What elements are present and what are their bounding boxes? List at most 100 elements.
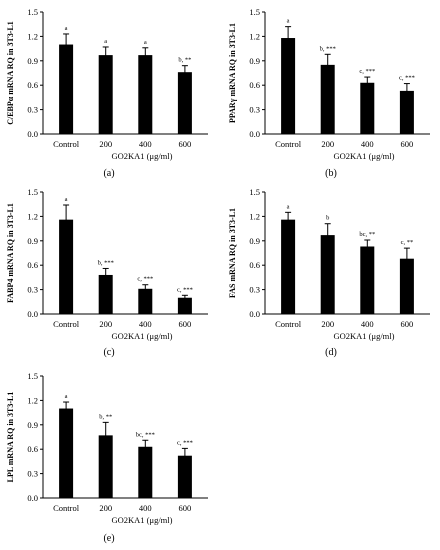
y-tick-label: 1.2	[27, 395, 38, 405]
y-axis-label: C/EBPα mRNA RQ in 3T3-L1	[6, 21, 15, 125]
x-axis-label: GO2KA1 (μg/ml)	[334, 151, 395, 161]
y-axis-label: FABP4 mRNA RQ in 3T3-L1	[6, 203, 15, 303]
bar	[138, 446, 153, 498]
x-axis-label: GO2KA1 (μg/ml)	[334, 331, 395, 341]
panel-letter: (b)	[325, 168, 337, 179]
x-tick-label: 200	[99, 503, 112, 513]
bar	[399, 90, 414, 134]
y-axis-label: LPL mRNA RQ in 3T3-L1	[6, 392, 15, 483]
x-tick-label: 600	[179, 503, 192, 513]
y-tick-label: 0.6	[27, 80, 38, 90]
x-tick-label: Control	[53, 319, 80, 329]
bar	[399, 258, 414, 314]
y-tick-label: 0.6	[27, 444, 38, 454]
y-tick-label: 1.5	[249, 7, 260, 17]
x-tick-label: 400	[361, 139, 374, 149]
y-tick-label: 0.3	[27, 469, 38, 479]
significance-label: b, ***	[98, 259, 114, 266]
y-tick-label: 1.2	[27, 31, 38, 41]
significance-label: b	[326, 215, 329, 222]
significance-label: b, **	[178, 57, 191, 64]
y-tick-label: 0.6	[249, 260, 260, 270]
significance-label: bc, **	[359, 231, 375, 238]
significance-label: a	[287, 203, 290, 210]
x-tick-label: 400	[361, 319, 374, 329]
significance-label: a	[287, 18, 290, 25]
significance-label: a	[65, 25, 68, 32]
y-tick-label: 1.2	[249, 31, 260, 41]
significance-label: a	[104, 38, 107, 45]
x-tick-label: 200	[321, 319, 334, 329]
bar	[360, 246, 375, 314]
y-tick-label: 0.9	[27, 56, 38, 66]
significance-label: b, **	[99, 413, 112, 420]
y-axis-label: PPARγ mRNA RQ in 3T3-L1	[228, 23, 237, 123]
chart-panel-1: 0.0 0.3 0.6 0.9 1.2 1.5 C/EBPα mRNA RQ in 3T3-…	[6, 7, 208, 179]
bar	[281, 38, 296, 134]
x-axis-label: GO2KA1 (μg/ml)	[112, 515, 173, 525]
significance-label: c, ***	[177, 286, 193, 293]
y-tick-label: 1.5	[27, 7, 38, 17]
chart-panel-5: 0.0 0.3 0.6 0.9 1.2 1.5 LPL mRNA RQ in 3T3-L1 a…	[6, 371, 208, 544]
x-axis-label: GO2KA1 (μg/ml)	[112, 151, 173, 161]
bar	[59, 44, 74, 134]
x-tick-label: 600	[401, 319, 414, 329]
y-tick-label: 0.9	[27, 420, 38, 430]
x-tick-label: 200	[99, 139, 112, 149]
y-tick-label: 1.2	[249, 211, 260, 221]
x-tick-label: 200	[99, 319, 112, 329]
y-axis-label: FAS mRNA RQ in 3T3-L1	[228, 208, 237, 298]
panel-letter: (c)	[103, 347, 114, 358]
significance-label: c, **	[401, 239, 414, 246]
y-tick-label: 0.0	[27, 129, 38, 139]
y-tick-label: 0.3	[27, 105, 38, 115]
bar	[59, 219, 74, 314]
bar	[98, 55, 113, 134]
y-tick-label: 0.3	[249, 105, 260, 115]
y-tick-label: 1.5	[249, 187, 260, 197]
significance-label: bc, ***	[136, 431, 155, 438]
y-tick-label: 0.9	[27, 236, 38, 246]
x-tick-label: 600	[401, 139, 414, 149]
x-tick-label: 400	[139, 139, 152, 149]
bar	[281, 219, 296, 314]
y-tick-label: 1.5	[27, 371, 38, 381]
x-tick-label: Control	[275, 139, 302, 149]
significance-label: a	[144, 39, 147, 46]
x-tick-label: 200	[321, 139, 334, 149]
significance-label: c, ***	[137, 276, 153, 283]
bar	[177, 297, 192, 314]
chart-panel-2: 0.0 0.3 0.6 0.9 1.2 1.5 PPARγ mRNA RQ in 3T3-L…	[228, 7, 430, 179]
x-tick-label: Control	[53, 139, 80, 149]
bar	[59, 408, 74, 498]
x-tick-label: Control	[275, 319, 302, 329]
x-tick-label: 400	[139, 319, 152, 329]
chart-panel-4: 0.0 0.3 0.6 0.9 1.2 1.5 FAS mRNA RQ in 3T3-L1 a…	[228, 187, 430, 358]
x-tick-label: 600	[179, 139, 192, 149]
x-axis-label: GO2KA1 (μg/ml)	[112, 331, 173, 341]
y-tick-label: 0.0	[27, 309, 38, 319]
significance-label: c, ***	[359, 68, 375, 75]
bar	[320, 64, 335, 134]
panel-letter: (e)	[103, 533, 114, 544]
y-tick-label: 0.0	[27, 493, 38, 503]
bar	[98, 274, 113, 314]
significance-label: a	[65, 393, 68, 400]
y-tick-label: 0.6	[27, 260, 38, 270]
x-tick-label: 600	[179, 319, 192, 329]
x-tick-label: 400	[139, 503, 152, 513]
significance-label: a	[65, 196, 68, 203]
x-tick-label: Control	[53, 503, 80, 513]
bar	[138, 55, 153, 134]
y-tick-label: 0.3	[249, 285, 260, 295]
bar	[138, 288, 153, 314]
y-tick-label: 0.0	[249, 309, 260, 319]
bar	[320, 235, 335, 314]
chart-panel-3: 0.0 0.3 0.6 0.9 1.2 1.5 FABP4 mRNA RQ in 3T3-L…	[6, 187, 208, 358]
panel-letter: (a)	[103, 168, 114, 179]
y-tick-label: 0.0	[249, 129, 260, 139]
y-tick-label: 0.3	[27, 285, 38, 295]
significance-label: b, ***	[320, 45, 336, 52]
panel-letter: (d)	[325, 347, 337, 358]
